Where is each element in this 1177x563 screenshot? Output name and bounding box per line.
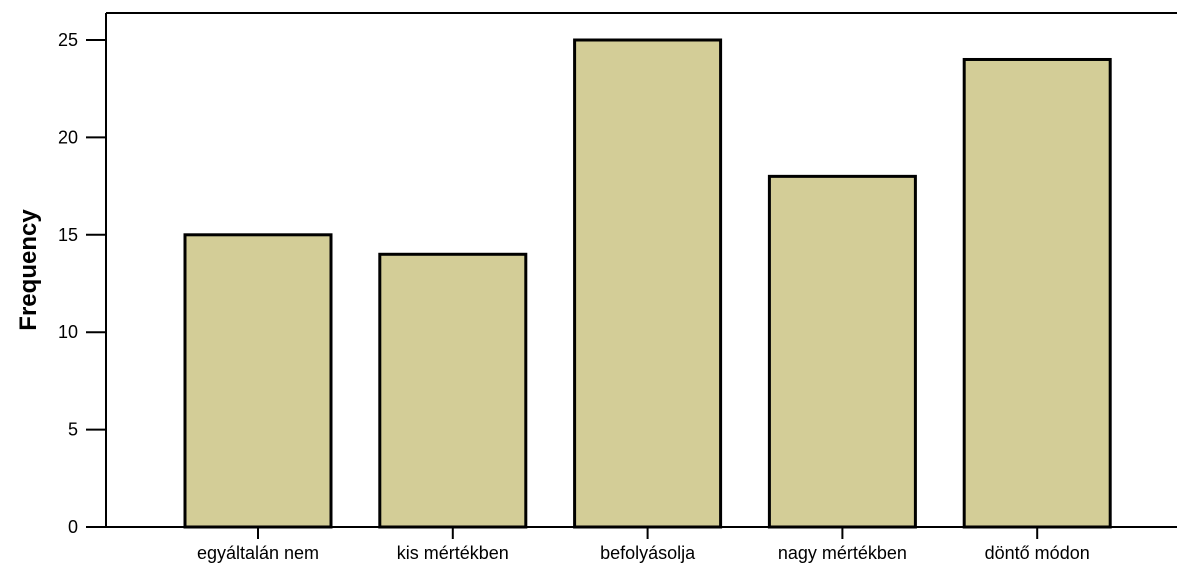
bars-group <box>183 38 1112 529</box>
y-axis-label: Frequency <box>15 209 42 331</box>
x-tick-label: döntő módon <box>985 543 1090 563</box>
bar <box>378 252 528 529</box>
x-tick-label: egyáltalán nem <box>197 543 319 563</box>
x-tick-label: nagy mértékben <box>778 543 907 563</box>
y-tick-label: 15 <box>58 225 78 245</box>
bar <box>183 233 333 529</box>
y-tick-label: 20 <box>58 127 78 147</box>
bar <box>767 174 917 529</box>
x-tick-label: befolyásolja <box>600 543 696 563</box>
y-tick-label: 0 <box>68 517 78 537</box>
y-tick-label: 25 <box>58 30 78 50</box>
y-axis: 0 5 10 15 20 25 <box>58 30 106 537</box>
bar <box>962 57 1112 529</box>
x-axis: egyáltalán nem kis mértékben befolyásolja n… <box>197 527 1090 563</box>
x-tick-label: kis mértékben <box>397 543 509 563</box>
y-tick-label: 10 <box>58 322 78 342</box>
y-tick-label: 5 <box>68 420 78 440</box>
bar <box>573 38 723 529</box>
